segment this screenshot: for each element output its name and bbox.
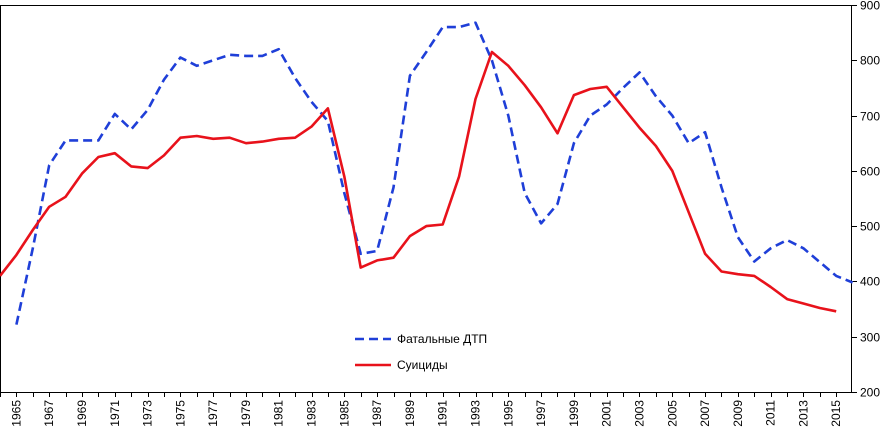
y-tick-label: 200 [860,386,880,400]
x-tick-label: 1997 [534,400,548,427]
x-tick-label: 1969 [75,400,89,427]
series-layer [0,21,854,325]
x-tick-label: 1965 [9,400,23,427]
x-tick-label: 2001 [600,400,614,427]
x-tick-label: 1983 [305,400,319,427]
x-tick-label: 1991 [436,400,450,427]
y-tick-label: 700 [860,110,880,124]
x-tick-label: 1977 [206,400,220,427]
x-tick-label: 1999 [567,400,581,427]
y-tick-label: 500 [860,220,880,234]
legend-label: Фатальные ДТП [397,332,487,346]
y-tick-label: 400 [860,275,880,289]
x-tick-label: 1993 [469,400,483,427]
x-tick-label: 1981 [272,400,286,427]
y-tick-label: 600 [860,165,880,179]
x-tick-label: 2005 [665,400,679,427]
x-tick-label: 1987 [370,400,384,427]
x-tick-label: 2003 [632,400,646,427]
legend-label: Суициды [397,358,448,372]
x-tick-label: 1967 [42,400,56,427]
legend: Фатальные ДТП Суициды [355,332,487,372]
y-axis: 200 300 400 500 600 700 800 900 [851,0,880,400]
x-tick-label: 1995 [501,400,515,427]
x-tick-label: 2013 [796,400,810,427]
y-tick-label: 900 [860,0,880,13]
x-tick-label: 1971 [108,400,122,427]
x-tick-label: 2011 [764,400,778,426]
x-axis: 1965 1967 1969 1971 1973 1975 1977 1979 1981 1983… [0,392,843,427]
series-line-fatal-accidents [15,21,854,325]
x-tick-label: 2015 [829,400,843,427]
x-tick-label: 1989 [403,400,417,427]
x-tick-label: 2007 [698,400,712,427]
x-tick-label: 1973 [141,400,155,427]
series-line-suicides [0,50,837,313]
x-tick-label: 1985 [337,400,351,427]
x-tick-label: 1975 [173,400,187,427]
x-tick-label: 1979 [239,400,253,427]
x-tick-label: 2009 [731,400,745,427]
y-tick-label: 800 [860,54,880,68]
y-tick-label: 300 [860,331,880,345]
